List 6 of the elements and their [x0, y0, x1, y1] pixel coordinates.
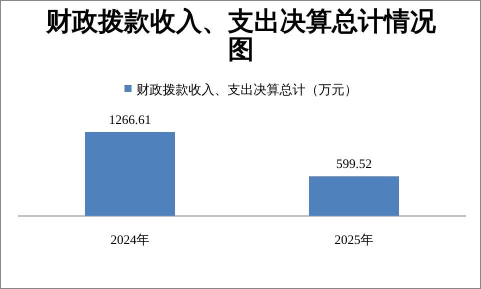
legend: 财政拨款收入、支出决算总计（万元） — [124, 82, 358, 97]
data-label: 1266.61 — [108, 112, 152, 127]
x-tick-label: 2024年 — [110, 232, 150, 247]
chart-title: 财政拨款收入、支出决算总计情况图 — [44, 6, 437, 64]
x-tick-label: 2025年 — [334, 232, 374, 247]
data-label: 599.52 — [336, 156, 372, 172]
